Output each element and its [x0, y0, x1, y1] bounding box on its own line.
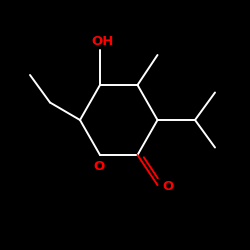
Text: OH: OH [91, 36, 114, 49]
Text: O: O [162, 180, 173, 193]
Text: O: O [93, 160, 104, 173]
